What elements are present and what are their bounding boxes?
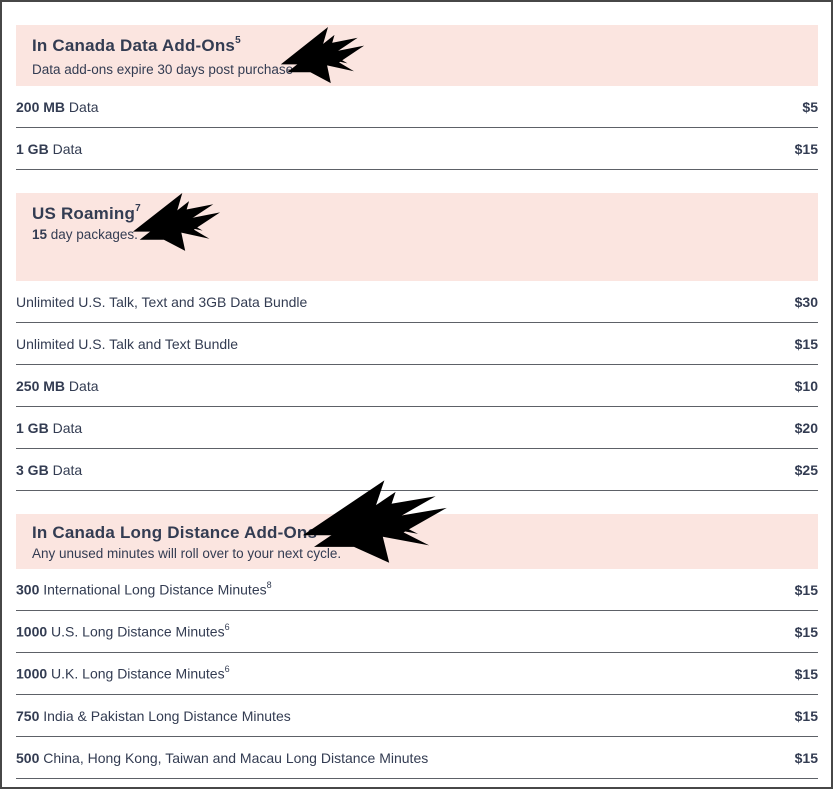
section-title: US Roaming7 — [32, 203, 141, 223]
addon-price: $25 — [794, 461, 818, 478]
addon-row: Unlimited U.S. Talk and Text Bundle $15 — [16, 323, 818, 365]
section-subtitle: Any unused minutes will roll over to you… — [32, 546, 342, 561]
addon-row: Unlimited U.S. Talk, Text and 3GB Data B… — [16, 281, 818, 323]
addon-price: $15 — [794, 581, 818, 598]
addon-rows: 200 MB Data $5 1 GB Data $15 — [16, 86, 818, 170]
addon-price: $15 — [794, 707, 818, 724]
addon-price: $15 — [794, 665, 818, 682]
addon-price: $30 — [794, 293, 818, 310]
addon-label-footnote: 6 — [224, 664, 230, 675]
addon-price: $15 — [794, 749, 818, 766]
addon-rows: 300 International Long Distance Minutes8… — [16, 569, 818, 779]
addon-row: 3 GB Data $25 — [16, 449, 818, 491]
addon-label: Unlimited U.S. Talk, Text and 3GB Data B… — [16, 293, 308, 310]
addon-label: 1 GB Data — [16, 140, 83, 157]
addon-price: $15 — [794, 335, 818, 352]
addon-label: 750 India & Pakistan Long Distance Minut… — [16, 707, 291, 724]
addon-row: 1 GB Data $20 — [16, 407, 818, 449]
addon-label: 200 MB Data — [16, 98, 99, 115]
addon-price: $20 — [794, 419, 818, 436]
section-title-footnote: 5 — [235, 35, 241, 47]
addon-price: $10 — [794, 377, 818, 394]
addon-section: In Canada Long Distance Add-Ons Any unus… — [16, 514, 818, 779]
addon-row: 750 India & Pakistan Long Distance Minut… — [16, 695, 818, 737]
addon-price: $15 — [794, 623, 818, 640]
addon-row: 200 MB Data $5 — [16, 86, 818, 128]
addon-row: 250 MB Data $10 — [16, 365, 818, 407]
addon-row: 300 International Long Distance Minutes8… — [16, 569, 818, 611]
section-subtitle: 15 day packages. — [32, 227, 138, 242]
addon-label: 300 International Long Distance Minutes8 — [16, 580, 272, 598]
addon-label-footnote: 8 — [266, 580, 272, 591]
addon-label-footnote: 6 — [224, 622, 230, 633]
addon-label: 3 GB Data — [16, 461, 83, 478]
addon-rows: Unlimited U.S. Talk, Text and 3GB Data B… — [16, 281, 818, 491]
addon-label: 1000 U.S. Long Distance Minutes6 — [16, 622, 230, 640]
addon-label: 250 MB Data — [16, 377, 99, 394]
section-header: US Roaming7 15 day packages. — [16, 193, 818, 281]
addon-row: 500 China, Hong Kong, Taiwan and Macau L… — [16, 737, 818, 779]
add-ons-list: In Canada Data Add-Ons5 Data add-ons exp… — [16, 25, 818, 779]
section-header: In Canada Data Add-Ons5 Data add-ons exp… — [16, 25, 818, 86]
addon-row: 1000 U.S. Long Distance Minutes6 $15 — [16, 611, 818, 653]
addon-row: 1 GB Data $15 — [16, 128, 818, 170]
addon-row: 1000 U.K. Long Distance Minutes6 $15 — [16, 653, 818, 695]
section-title: In Canada Data Add-Ons5 — [32, 35, 241, 55]
addon-price: $5 — [802, 98, 818, 115]
addon-label: 500 China, Hong Kong, Taiwan and Macau L… — [16, 749, 429, 766]
section-subtitle: Data add-ons expire 30 days post purchas… — [32, 62, 294, 77]
addon-section: US Roaming7 15 day packages. Unlimited U… — [16, 193, 818, 491]
addon-section: In Canada Data Add-Ons5 Data add-ons exp… — [16, 25, 818, 170]
section-header: In Canada Long Distance Add-Ons Any unus… — [16, 514, 818, 569]
addon-price: $15 — [794, 140, 818, 157]
addon-label: Unlimited U.S. Talk and Text Bundle — [16, 335, 239, 352]
section-title: In Canada Long Distance Add-Ons — [32, 523, 318, 542]
addon-label: 1000 U.K. Long Distance Minutes6 — [16, 664, 230, 682]
section-title-footnote: 7 — [135, 203, 141, 215]
addon-label: 1 GB Data — [16, 419, 83, 436]
